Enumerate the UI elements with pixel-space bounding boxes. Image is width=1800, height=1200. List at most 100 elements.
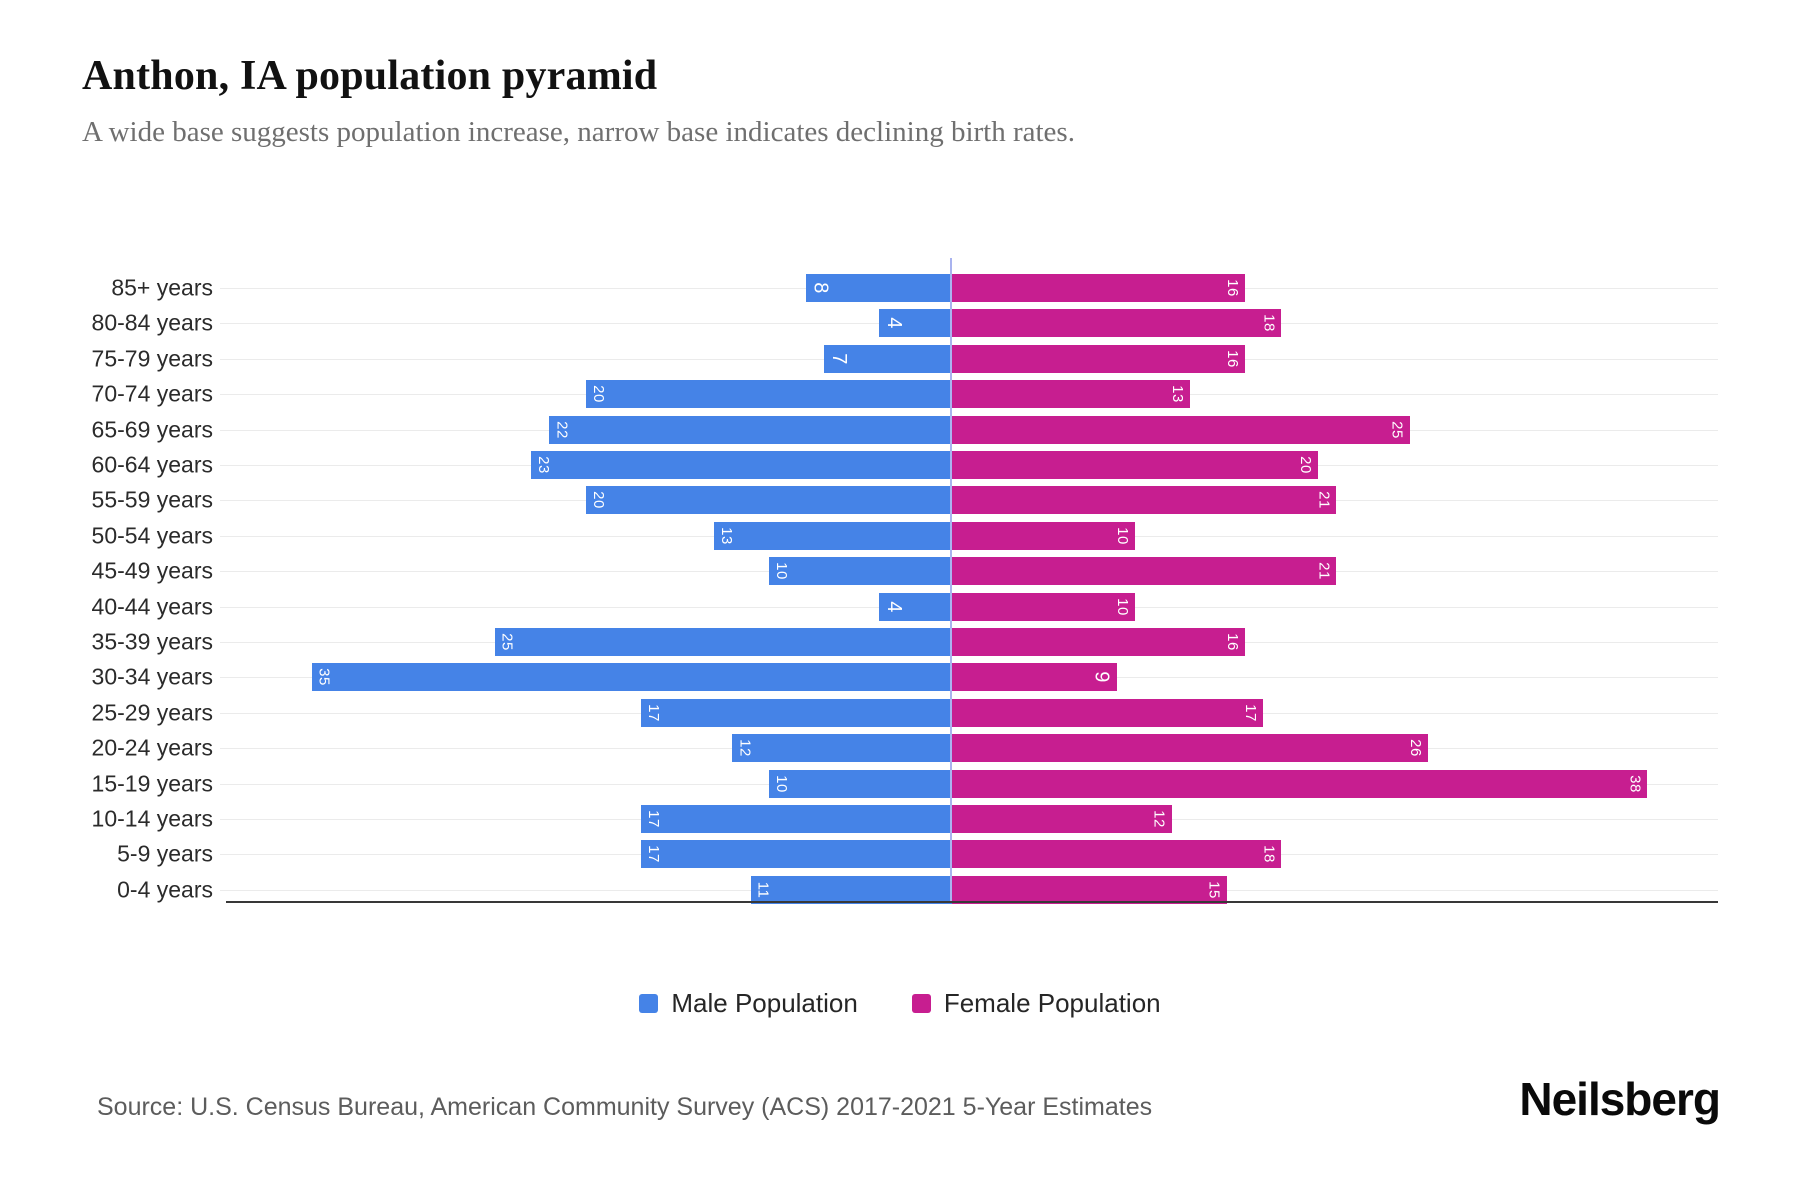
bar-value-label: 21 [1315,491,1333,510]
bar-value-label: 12 [736,739,754,758]
male-bar[interactable]: 22 [549,415,952,444]
bar-value-label: 38 [1626,774,1644,793]
male-bar[interactable]: 20 [586,380,952,409]
pyramid-row: 45-49 years 10 21 [0,554,1800,589]
male-bar[interactable]: 17 [640,804,952,833]
bar-value-label: 16 [1223,349,1241,368]
bar-value-label: 13 [718,526,736,545]
page-title: Anthon, IA population pyramid [82,53,658,99]
male-bar[interactable]: 11 [750,875,952,904]
male-bar[interactable]: 25 [494,627,952,656]
pyramid-row: 70-74 years 20 13 [0,377,1800,412]
female-bar[interactable]: 16 [952,273,1245,302]
female-bar[interactable]: 18 [952,840,1282,869]
male-bar[interactable]: 35 [311,663,952,692]
female-bar[interactable]: 26 [952,734,1428,763]
bar-value-label: 21 [1315,562,1333,581]
age-group-label: 85+ years [111,274,213,301]
male-bar[interactable]: 13 [714,521,952,550]
bar-value-label: 18 [1260,314,1278,333]
female-bar[interactable]: 9 [952,663,1117,692]
pyramid-row: 5-9 years 17 18 [0,837,1800,872]
bar-value-label: 10 [1114,526,1131,545]
male-bar[interactable]: 20 [586,486,952,515]
bar-value-label: 16 [1223,633,1241,651]
age-group-label: 30-34 years [91,663,213,690]
female-bar[interactable]: 10 [952,592,1135,621]
pyramid-row: 40-44 years 4 10 [0,589,1800,624]
bar-value-label: 18 [1260,845,1278,864]
bar-value-label: 10 [773,774,790,793]
female-bar[interactable]: 25 [952,415,1410,444]
pyramid-row: 15-19 years 10 38 [0,766,1800,801]
age-group-label: 80-84 years [91,309,213,336]
pyramid-row: 50-54 years 13 10 [0,518,1800,553]
pyramid-row: 35-39 years 25 16 [0,624,1800,659]
age-group-label: 15-19 years [91,770,213,797]
bar-value-label: 8 [809,282,832,294]
bar-value-label: 4 [882,600,905,613]
male-bar[interactable]: 23 [531,450,952,479]
bar-value-label: 17 [644,845,662,864]
legend: Male Population Female Population [0,988,1800,1019]
bar-value-label: 9 [1090,671,1113,684]
male-bar[interactable]: 17 [640,698,952,727]
male-bar[interactable]: 17 [640,840,952,869]
male-bar[interactable]: 8 [805,273,952,302]
age-group-label: 40-44 years [91,593,213,620]
female-bar[interactable]: 20 [952,450,1318,479]
bar-value-label: 23 [535,456,553,474]
female-bar[interactable]: 10 [952,521,1135,550]
pyramid-row: 55-59 years 20 21 [0,483,1800,518]
pyramid-row: 25-29 years 17 17 [0,695,1800,730]
bottom-axis-line [226,901,1718,903]
legend-item-female[interactable]: Female Population [911,988,1161,1019]
age-group-label: 5-9 years [117,840,213,867]
source-attribution: Source: U.S. Census Bureau, American Com… [97,1093,1153,1121]
bar-value-label: 25 [1388,420,1406,439]
age-group-label: 35-39 years [91,628,213,655]
male-series-swatch-icon [639,994,659,1013]
pyramid-row: 75-79 years 7 16 [0,341,1800,376]
chart-subtitle: A wide base suggests population increase… [82,116,1075,148]
female-bar[interactable]: 17 [952,698,1264,727]
age-group-label: 75-79 years [91,345,213,372]
age-group-label: 50-54 years [91,522,213,549]
female-bar[interactable]: 21 [952,486,1337,515]
bar-value-label: 25 [498,633,516,651]
pyramid-row: 80-84 years 4 18 [0,306,1800,341]
bar-value-label: 20 [590,385,607,404]
male-bar[interactable]: 4 [878,592,952,621]
female-bar[interactable]: 16 [952,627,1245,656]
female-bar[interactable]: 12 [952,804,1172,833]
pyramid-row: 10-14 years 17 12 [0,801,1800,836]
bar-value-label: 26 [1406,739,1424,758]
bar-value-label: 20 [1297,456,1314,474]
pyramid-row: 65-69 years 22 25 [0,412,1800,447]
female-bar[interactable]: 15 [952,875,1227,904]
female-bar[interactable]: 18 [952,309,1282,338]
female-bar[interactable]: 13 [952,380,1190,409]
female-series-swatch-icon [911,994,931,1013]
bar-value-label: 16 [1223,279,1241,297]
age-group-label: 55-59 years [91,486,213,513]
bar-value-label: 17 [644,810,662,828]
female-bar[interactable]: 21 [952,557,1337,586]
female-bar[interactable]: 38 [952,769,1648,798]
bar-value-label: 35 [315,668,333,687]
pyramid-row: 60-64 years 23 20 [0,447,1800,482]
neilsberg-logo: Neilsberg [1519,1073,1721,1125]
male-bar[interactable]: 4 [878,309,952,338]
male-bar[interactable]: 12 [732,734,952,763]
female-bar[interactable]: 16 [952,344,1245,373]
male-bar[interactable]: 10 [769,557,952,586]
male-bar[interactable]: 7 [823,344,952,373]
male-bar[interactable]: 10 [769,769,952,798]
bar-value-label: 12 [1150,810,1168,828]
age-group-label: 0-4 years [117,876,213,903]
bar-value-label: 17 [1242,703,1260,722]
legend-item-male[interactable]: Male Population [639,988,858,1019]
bar-value-label: 10 [1114,597,1131,616]
bar-value-label: 15 [1205,880,1223,899]
age-group-label: 65-69 years [91,416,213,443]
